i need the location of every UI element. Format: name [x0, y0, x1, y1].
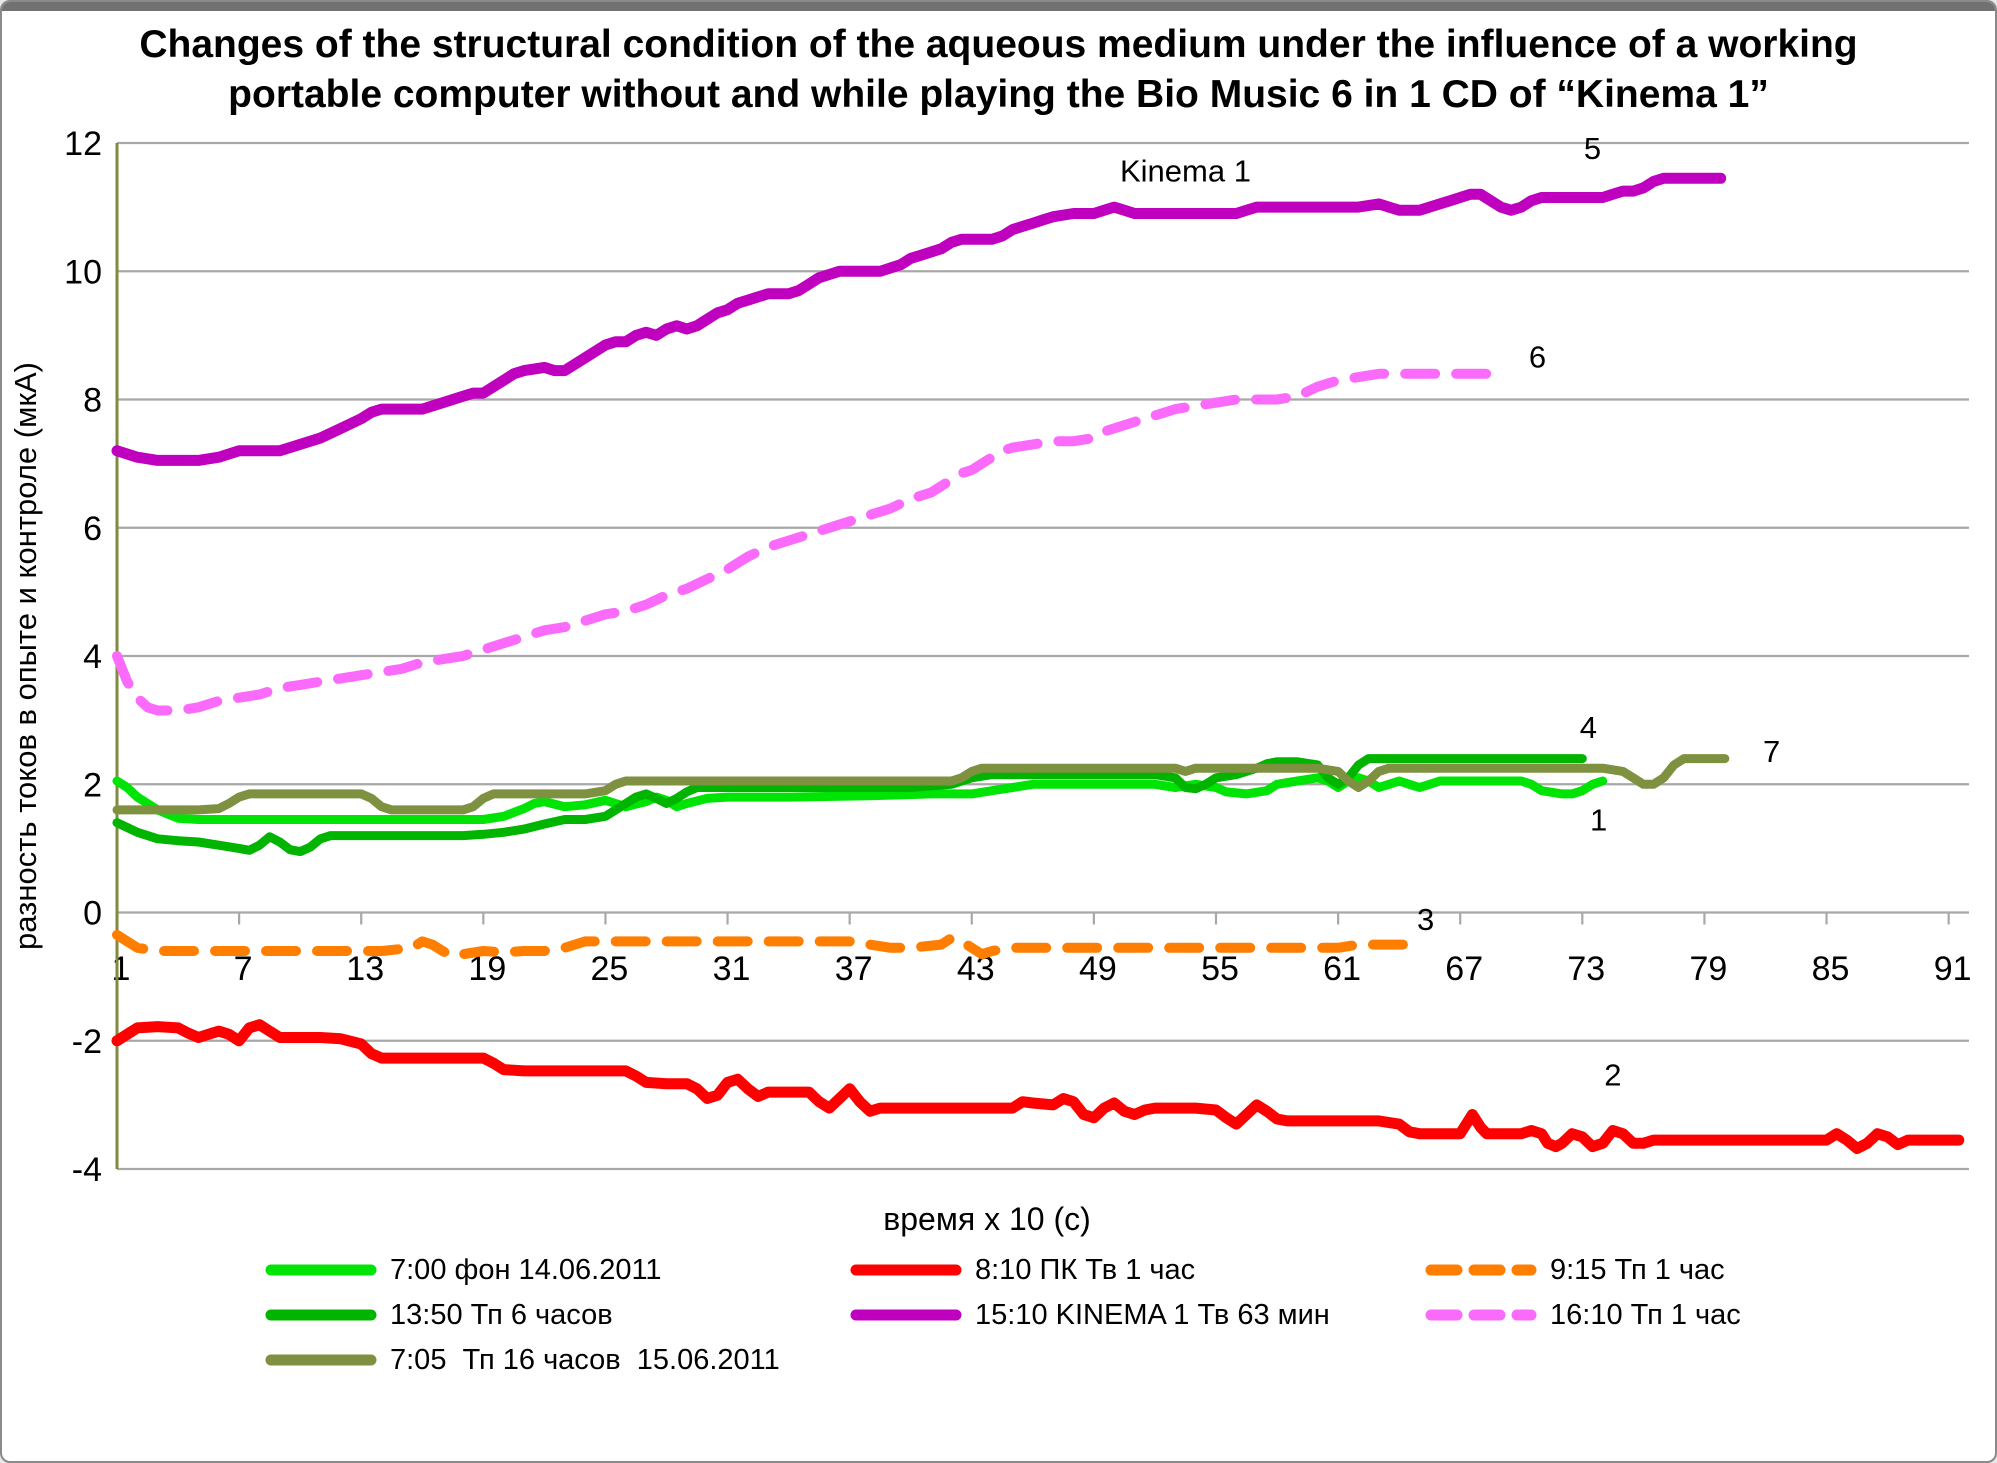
- legend-item-1: 7:00 фон 14.06.2011: [265, 1248, 662, 1292]
- y-tick-label--4: -4: [72, 1151, 102, 1189]
- series-line-1: [112, 773, 1608, 824]
- annotation-2: 2: [1604, 1058, 1621, 1093]
- y-tick-label-2: 2: [83, 766, 102, 804]
- x-tick-label-31: 31: [713, 950, 751, 988]
- x-tick-label-67: 67: [1445, 950, 1483, 988]
- series-line-4: [112, 754, 1587, 857]
- annotation-1: 1: [1590, 802, 1607, 837]
- series-line-5: [111, 172, 1727, 466]
- x-tick-label-61: 61: [1323, 950, 1361, 988]
- x-tick-label-79: 79: [1690, 950, 1728, 988]
- x-tick-label-37: 37: [835, 950, 873, 988]
- legend-item-6: 16:10 Тп 1 час: [1425, 1293, 1741, 1337]
- x-tick-label-91: 91: [1934, 950, 1972, 988]
- x-tick-label-49: 49: [1079, 950, 1117, 988]
- annotation-5: 5: [1584, 131, 1601, 166]
- legend-item-3: 9:15 Тп 1 час: [1425, 1248, 1725, 1292]
- x-axis-title: время x 10 (с): [883, 1201, 1091, 1237]
- legend-swatch-6: [1425, 1309, 1537, 1321]
- window-top-edge: [2, 2, 1995, 11]
- annotation-kinema-1: Kinema 1: [1120, 153, 1251, 188]
- legend-item-2: 8:10 ПК Тв 1 час: [850, 1248, 1195, 1292]
- y-tick-label-12: 12: [64, 125, 102, 163]
- series-line-3: [112, 929, 1425, 962]
- legend-swatch-5: [850, 1309, 962, 1321]
- x-tick-label-85: 85: [1812, 950, 1850, 988]
- legend-label-6: 16:10 Тп 1 час: [1550, 1298, 1741, 1331]
- x-tick-label-13: 13: [346, 950, 384, 988]
- legend-item-4: 13:50 Тп 6 часов: [265, 1293, 613, 1337]
- legend-label-5: 15:10 KINEMA 1 Тв 63 мин: [975, 1298, 1330, 1331]
- annotation-6: 6: [1529, 339, 1546, 374]
- series-line-6: [112, 368, 1506, 716]
- y-tick-label-8: 8: [83, 382, 102, 420]
- legend-label-7: 7:05 Тп 16 часов 15.06.2011: [390, 1343, 780, 1376]
- legend-label-2: 8:10 ПК Тв 1 час: [975, 1253, 1196, 1286]
- annotation-7: 7: [1763, 734, 1780, 769]
- legend-swatch-4: [265, 1309, 377, 1321]
- chart-title: Changes of the structural condition of t…: [2, 20, 1995, 120]
- y-tick-label-10: 10: [64, 253, 102, 291]
- legend-swatch-1: [265, 1264, 377, 1276]
- chart-title-line2: portable computer without and while play…: [228, 73, 1769, 116]
- legend-swatch-2: [850, 1264, 962, 1276]
- legend-swatch-7: [265, 1354, 377, 1366]
- series-line-2: [111, 1019, 1965, 1154]
- y-tick-label-6: 6: [83, 510, 102, 548]
- legend-item-7: 7:05 Тп 16 часов 15.06.2011: [265, 1338, 780, 1382]
- series-line-7: [112, 754, 1730, 815]
- y-tick-label-4: 4: [83, 638, 102, 676]
- y-tick-label--2: -2: [72, 1023, 102, 1061]
- legend-label-1: 7:00 фон 14.06.2011: [390, 1253, 662, 1286]
- y-tick-label-0: 0: [83, 895, 102, 933]
- legend-item-5: 15:10 KINEMA 1 Тв 63 мин: [850, 1293, 1330, 1337]
- annotation-3: 3: [1417, 902, 1434, 937]
- legend-swatch-3: [1425, 1264, 1537, 1276]
- annotation-4: 4: [1580, 710, 1597, 745]
- legend-label-3: 9:15 Тп 1 час: [1550, 1253, 1725, 1286]
- x-tick-label-7: 7: [234, 950, 253, 988]
- y-axis-title: разность токов в опыте и контроле (мкА): [8, 362, 43, 950]
- x-tick-label-55: 55: [1201, 950, 1239, 988]
- x-tick-label-25: 25: [591, 950, 629, 988]
- x-tick-label-1: 1: [112, 950, 131, 988]
- legend-label-4: 13:50 Тп 6 часов: [390, 1298, 613, 1331]
- x-tick-label-73: 73: [1567, 950, 1605, 988]
- chart-title-line1: Changes of the structural condition of t…: [139, 23, 1858, 66]
